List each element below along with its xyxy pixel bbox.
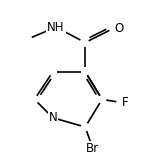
Text: F: F xyxy=(122,96,129,109)
Text: NH: NH xyxy=(47,21,65,34)
Text: O: O xyxy=(114,22,124,35)
Text: N: N xyxy=(49,111,57,124)
Text: Br: Br xyxy=(86,142,99,155)
